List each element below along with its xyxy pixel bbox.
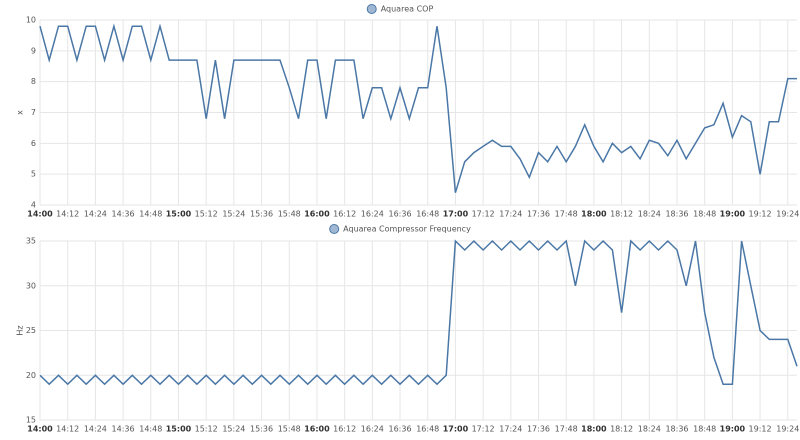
legend-marker (329, 224, 340, 234)
y-tick-label: 8 (31, 77, 36, 86)
x-tick-label: 15:00 (166, 210, 192, 219)
y-tick-label: 15 (26, 416, 36, 425)
y-tick-label: 4 (31, 201, 36, 210)
x-tick-label: 14:12 (56, 425, 79, 434)
x-tick-label: 15:24 (222, 425, 245, 434)
x-tick-label: 16:24 (361, 210, 384, 219)
x-tick-label: 18:12 (610, 210, 633, 219)
x-tick-label: 19:00 (720, 425, 746, 434)
x-tick-label: 18:48 (693, 425, 716, 434)
x-tick-label: 15:12 (195, 425, 218, 434)
x-tick-label: 17:48 (555, 425, 578, 434)
legend-label: Aquarea Compressor Frequency (343, 225, 471, 234)
x-tick-label: 17:36 (527, 210, 550, 219)
x-tick-label: 16:36 (389, 425, 412, 434)
x-tick-label: 15:24 (222, 210, 245, 219)
y-tick-label: 25 (26, 326, 36, 335)
data-line (39, 239, 798, 386)
x-tick-label: 18:24 (638, 210, 661, 219)
x-tick-label: 18:48 (693, 210, 716, 219)
x-tick-label: 14:36 (112, 210, 135, 219)
x-tick-label: 16:36 (389, 210, 412, 219)
x-tick-label: 17:48 (555, 210, 578, 219)
x-tick-label: 15:36 (250, 210, 273, 219)
x-tick-label: 18:36 (665, 210, 688, 219)
x-tick-label: 16:00 (304, 425, 330, 434)
x-tick-label: 17:36 (527, 425, 550, 434)
x-tick-label: 19:12 (749, 210, 772, 219)
y-tick-label: 9 (31, 46, 36, 55)
x-tick-label: 18:12 (610, 425, 633, 434)
y-tick-label: 20 (26, 371, 36, 380)
x-tick-label: 15:48 (278, 425, 301, 434)
x-tick-label: 16:48 (416, 425, 439, 434)
x-tick-label: 18:00 (581, 210, 607, 219)
y-axis-label: Hz (16, 325, 25, 335)
legend-label: Aquarea COP (381, 5, 434, 14)
x-tick-label: 18:36 (665, 425, 688, 434)
data-line (39, 23, 797, 193)
y-tick-label: 35 (26, 237, 36, 246)
x-tick-label: 14:24 (84, 210, 107, 219)
x-tick-label: 19:24 (776, 210, 799, 219)
x-tick-label: 18:24 (638, 425, 661, 434)
x-tick-label: 14:36 (112, 425, 135, 434)
x-tick-label: 16:00 (304, 210, 330, 219)
x-tick-label: 15:00 (166, 425, 192, 434)
x-tick-label: 15:36 (250, 425, 273, 434)
x-tick-label: 17:12 (472, 210, 495, 219)
y-tick-label: 7 (31, 108, 36, 117)
y-tick-label: 5 (31, 170, 36, 179)
x-tick-label: 14:00 (27, 210, 53, 219)
x-tick-label: 15:12 (195, 210, 218, 219)
x-tick-label: 18:00 (581, 425, 607, 434)
x-tick-label: 14:24 (84, 425, 107, 434)
x-tick-label: 16:48 (416, 210, 439, 219)
x-tick-label: 19:12 (749, 425, 772, 434)
x-tick-label: 14:12 (56, 210, 79, 219)
x-tick-label: 15:48 (278, 210, 301, 219)
x-tick-label: 14:48 (139, 425, 162, 434)
y-tick-label: 6 (31, 139, 36, 148)
x-tick-label: 14:48 (139, 210, 162, 219)
x-tick-label: 17:24 (499, 425, 522, 434)
y-axis-label: x (16, 110, 25, 115)
x-tick-label: 17:24 (499, 210, 522, 219)
x-tick-label: 14:00 (27, 425, 53, 434)
x-tick-label: 19:24 (776, 425, 799, 434)
legend-marker (366, 4, 377, 14)
x-tick-label: 17:00 (443, 425, 469, 434)
x-tick-label: 19:00 (720, 210, 746, 219)
x-tick-label: 17:00 (443, 210, 469, 219)
y-tick-label: 10 (26, 16, 36, 25)
x-tick-label: 16:12 (333, 425, 356, 434)
x-tick-label: 17:12 (472, 425, 495, 434)
x-tick-label: 16:24 (361, 425, 384, 434)
x-tick-label: 16:12 (333, 210, 356, 219)
y-tick-label: 30 (26, 281, 36, 290)
